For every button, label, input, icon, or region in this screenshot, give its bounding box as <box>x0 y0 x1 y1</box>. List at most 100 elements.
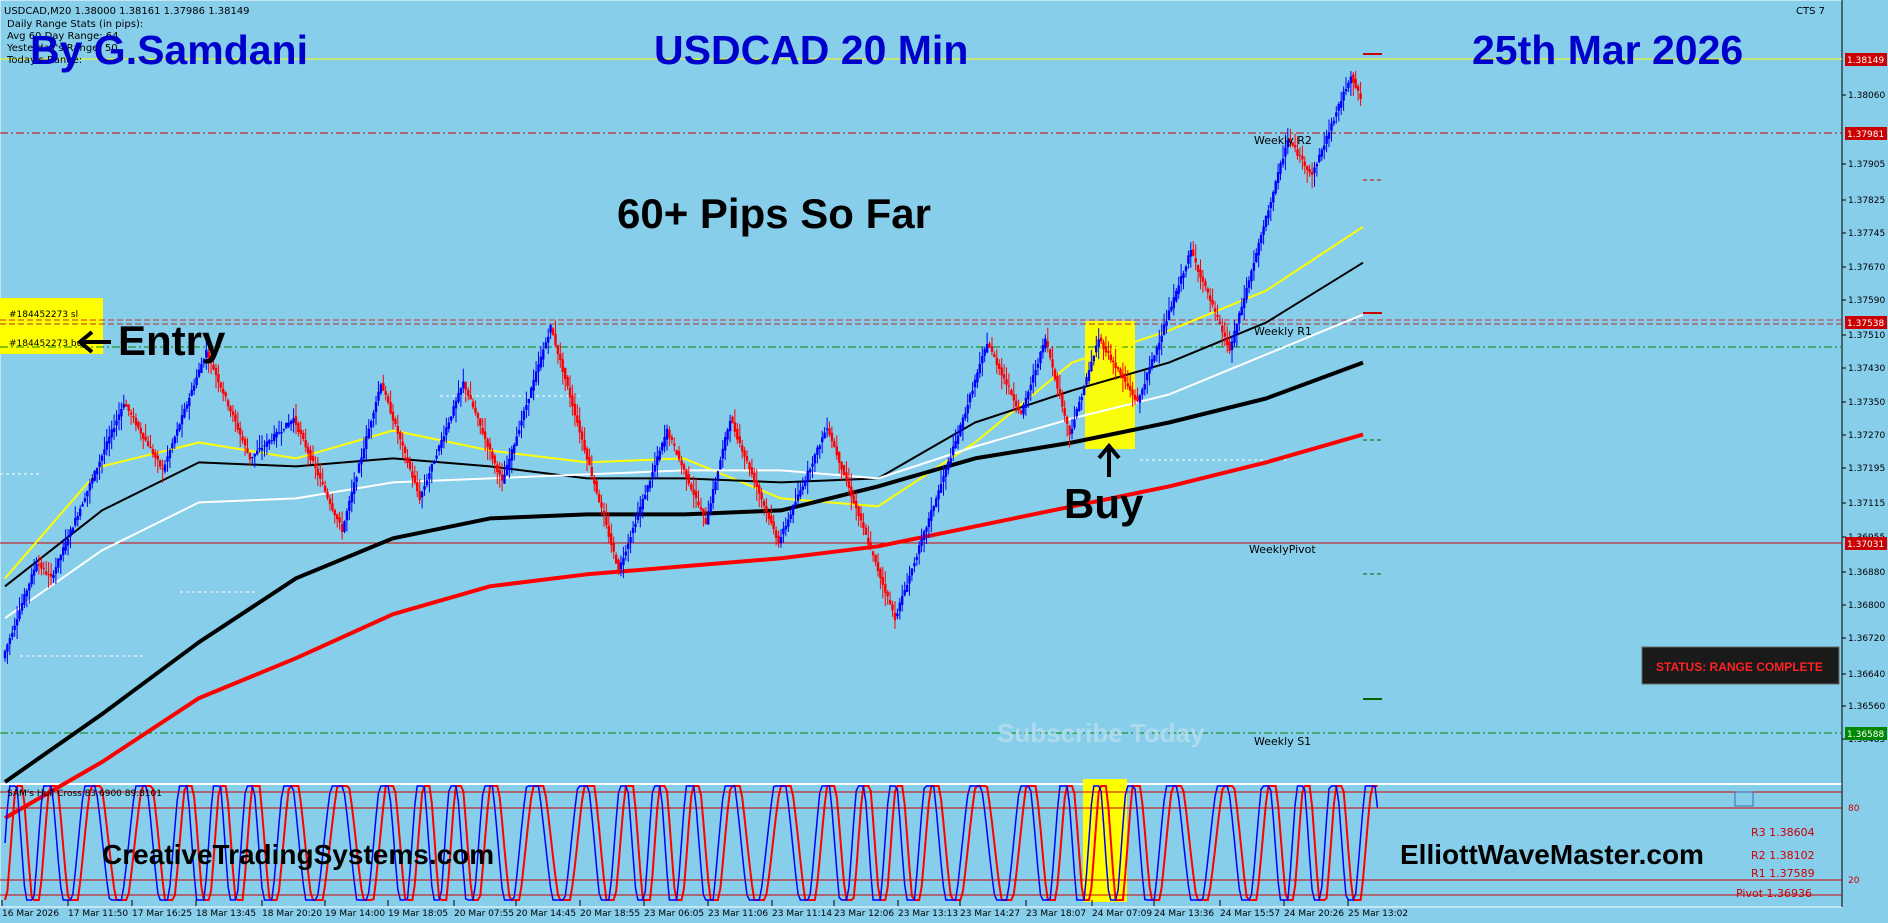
candle-body <box>401 441 404 446</box>
candle-body <box>1165 321 1168 326</box>
candle-body <box>658 450 661 460</box>
candle-body <box>15 619 19 626</box>
candle-body <box>1146 372 1149 381</box>
candle-body <box>905 584 909 592</box>
candle-body <box>998 363 1001 369</box>
candle-body <box>646 485 649 492</box>
candle-body <box>1194 258 1197 263</box>
candle-body <box>1313 167 1316 173</box>
candle-body <box>394 419 397 424</box>
candle-body <box>753 472 756 483</box>
candle-body <box>498 470 501 475</box>
candle-body <box>1281 158 1285 165</box>
candle-body <box>360 457 363 465</box>
candle-body <box>547 336 550 343</box>
candle-body <box>142 433 145 439</box>
candle-body <box>714 481 717 491</box>
candle-body <box>1131 389 1134 396</box>
candle-body <box>1286 140 1289 148</box>
candle-body <box>302 433 305 439</box>
candle-body <box>1138 395 1142 403</box>
candle-body <box>1119 369 1122 375</box>
candle-body <box>403 446 407 453</box>
candle-body <box>435 455 438 459</box>
candle-body <box>1148 367 1151 374</box>
candle-body <box>534 371 538 382</box>
candle-body <box>1015 400 1018 407</box>
candle-body <box>930 510 933 521</box>
candle-body <box>1150 359 1154 369</box>
candle-body <box>1070 428 1074 434</box>
candle-body <box>37 564 41 566</box>
candle-body <box>1255 253 1258 263</box>
candle-body <box>389 402 392 414</box>
ma-red-line <box>4 432 1364 820</box>
candle-body <box>944 468 948 477</box>
candle-body <box>18 610 21 619</box>
candle-body <box>57 558 60 568</box>
candle-body <box>733 422 737 432</box>
candle-body <box>1179 276 1183 284</box>
subscribe-watermark[interactable]: Subscribe Today <box>997 718 1205 748</box>
candle-body <box>338 517 341 523</box>
candle-body <box>862 522 865 528</box>
candle-body <box>1327 132 1331 139</box>
candle-body <box>772 521 775 530</box>
candle-body <box>377 391 380 401</box>
candle-body <box>990 346 994 352</box>
candle-body <box>709 503 712 512</box>
candle-body <box>777 535 780 545</box>
time-axis: 16 Mar 2026 17 Mar 11:50 17 Mar 16:25 18 Ma… <box>1 900 1408 919</box>
candle-body <box>1162 324 1166 335</box>
candle-body <box>525 404 528 410</box>
candle-body <box>483 431 487 439</box>
candle-body <box>450 416 453 421</box>
price-tick-label: 1.37270 <box>1848 431 1885 441</box>
candle-body <box>1306 166 1309 170</box>
candle-body <box>311 456 315 461</box>
candle-body <box>663 436 666 447</box>
candle-body <box>277 432 281 434</box>
candle-body <box>1170 306 1173 311</box>
candle-body <box>1230 341 1234 351</box>
window-icon[interactable] <box>1734 791 1754 807</box>
candle-body <box>127 404 130 411</box>
symbol-title: USDCAD 20 Min <box>654 27 968 73</box>
candle-body <box>1075 408 1078 417</box>
candle-body <box>1216 315 1219 318</box>
candle-body <box>171 443 174 449</box>
candle-body <box>166 456 169 462</box>
time-tick-label: 19 Mar 14:00 <box>325 909 385 919</box>
candle-body <box>1213 308 1217 312</box>
candle-body <box>399 431 402 440</box>
candle-body <box>760 492 763 500</box>
candle-body <box>54 567 58 574</box>
candle-body <box>869 542 872 549</box>
candle-body <box>1243 298 1246 308</box>
candle-body <box>367 428 370 439</box>
candle-body <box>508 458 511 470</box>
candle-body <box>159 460 162 467</box>
candle-body <box>260 447 264 451</box>
candle-body <box>697 501 700 506</box>
candle-body <box>348 500 351 511</box>
candle-body <box>614 554 618 564</box>
candle-body <box>699 507 703 510</box>
candle-body <box>190 390 193 396</box>
candle-body <box>331 503 334 510</box>
date-title: 25th Mar 2026 <box>1472 27 1743 73</box>
candle-body <box>1046 341 1049 347</box>
candle-body <box>481 428 484 434</box>
candle-body <box>779 537 783 544</box>
candle-body <box>847 481 851 488</box>
candle-body <box>937 490 940 500</box>
stats-line: Yesterday's Range: 50 <box>6 43 118 54</box>
candle-body <box>379 384 383 393</box>
price-tag: 1.37538 <box>1845 316 1887 329</box>
candle-body <box>774 530 778 538</box>
candle-body <box>791 505 795 516</box>
price-tick-label: 1.37115 <box>1848 499 1885 509</box>
candle-body <box>195 377 198 386</box>
candle-body <box>767 513 771 520</box>
